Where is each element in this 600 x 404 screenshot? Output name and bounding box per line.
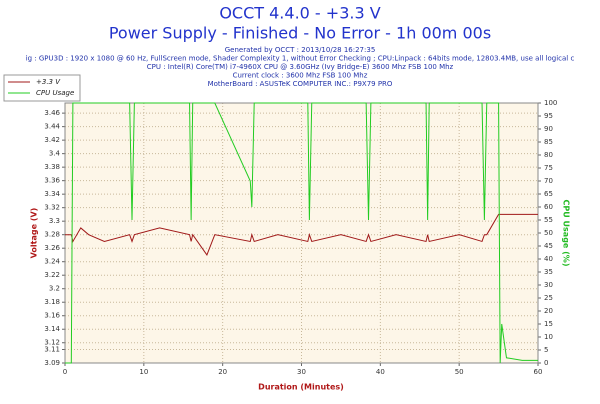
y2-tick-label: 95 xyxy=(544,112,553,120)
y2-tick-label: 20 xyxy=(544,307,553,315)
y2-tick-label: 55 xyxy=(544,216,553,224)
legend-label: CPU Usage xyxy=(36,89,74,97)
y-tick-label: 3.09 xyxy=(44,359,60,367)
y2-tick-label: 10 xyxy=(544,333,553,341)
y-tick-label: 3.36 xyxy=(44,177,60,185)
y2-tick-label: 0 xyxy=(544,359,548,367)
y2-tick-label: 70 xyxy=(544,177,553,185)
series-line xyxy=(65,213,538,257)
x-tick-label: 50 xyxy=(455,368,464,376)
y2-tick-label: 45 xyxy=(544,242,553,250)
y-tick-label: 3.44 xyxy=(44,123,60,131)
x-axis-label: Duration (Minutes) xyxy=(258,383,344,392)
y-tick-label: 3.11 xyxy=(44,345,60,353)
series-line xyxy=(65,102,538,364)
y-tick-label: 3.3 xyxy=(49,217,60,225)
y2-tick-label: 5 xyxy=(544,346,548,354)
y-tick-label: 3.22 xyxy=(44,271,60,279)
y-tick-label: 3.2 xyxy=(49,285,60,293)
x-tick-label: 30 xyxy=(297,368,306,376)
y2-tick-label: 25 xyxy=(544,294,553,302)
y2-tick-label: 40 xyxy=(544,255,553,263)
y-tick-label: 3.42 xyxy=(44,136,60,144)
y2-tick-label: 100 xyxy=(544,99,557,107)
chart-subtitle: Power Supply - Finished - No Error - 1h … xyxy=(109,24,491,43)
y-tick-label: 3.4 xyxy=(49,150,61,158)
info-line: MotherBoard : ASUSTeK COMPUTER INC.: P9X… xyxy=(208,80,393,88)
y2-tick-label: 35 xyxy=(544,268,553,276)
info-line: Current clock : 3600 Mhz FSB 100 Mhz xyxy=(233,72,368,80)
y2-axis-label: CPU Usage (%) xyxy=(562,200,571,267)
legend-label: +3.3 V xyxy=(36,78,61,86)
y-tick-label: 3.32 xyxy=(44,204,60,212)
y-tick-label: 3.14 xyxy=(44,325,60,333)
y2-tick-label: 50 xyxy=(544,229,553,237)
y-tick-label: 3.38 xyxy=(44,163,60,171)
y2-tick-label: 30 xyxy=(544,281,553,289)
y-tick-label: 3.46 xyxy=(44,109,60,117)
y2-tick-label: 15 xyxy=(544,320,553,328)
y-tick-label: 3.26 xyxy=(44,244,60,252)
y-tick-label: 3.18 xyxy=(44,298,60,306)
y-tick-label: 3.12 xyxy=(44,339,60,347)
chart-title: OCCT 4.4.0 - +3.3 V xyxy=(219,4,380,23)
y2-tick-label: 60 xyxy=(544,203,553,211)
y-tick-label: 3.28 xyxy=(44,231,60,239)
y-tick-label: 3.24 xyxy=(44,258,60,266)
y2-tick-label: 65 xyxy=(544,190,553,198)
info-line: CPU : Intel(R) Core(TM) i7-4960X CPU @ 3… xyxy=(147,63,454,71)
legend xyxy=(3,74,81,102)
x-tick-label: 60 xyxy=(534,368,543,376)
y2-tick-label: 80 xyxy=(544,151,553,159)
y-axis-label: Voltage (V) xyxy=(30,208,39,259)
info-line: Generated by OCCT : 2013/10/28 16:27:35 xyxy=(225,46,376,54)
y2-tick-label: 90 xyxy=(544,125,553,133)
y-tick-label: 3.34 xyxy=(44,190,60,198)
info-line: ig : GPU3D : 1920 x 1080 @ 60 Hz, FullSc… xyxy=(26,55,575,63)
x-tick-label: 40 xyxy=(376,368,385,376)
x-tick-label: 0 xyxy=(63,368,67,376)
y-tick-label: 3.16 xyxy=(44,312,60,320)
y2-tick-label: 85 xyxy=(544,138,553,146)
x-tick-label: 10 xyxy=(139,368,148,376)
x-tick-label: 20 xyxy=(218,368,227,376)
y2-tick-label: 75 xyxy=(544,164,553,172)
